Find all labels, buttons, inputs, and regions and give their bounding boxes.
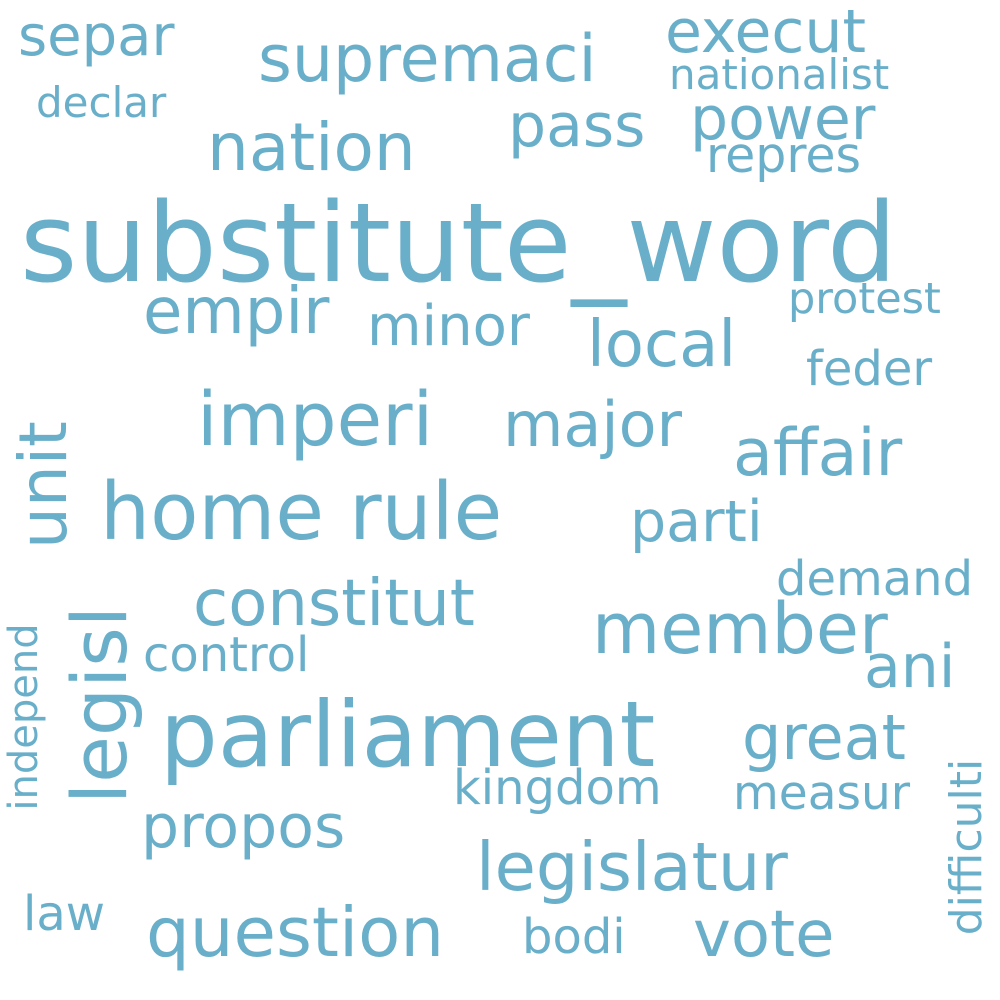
cloud-word-law: law xyxy=(23,886,106,942)
cloud-word-minor: minor xyxy=(367,294,530,359)
cloud-word-home-rule: home rule xyxy=(100,466,503,558)
cloud-word-major: major xyxy=(503,388,683,461)
cloud-word-demand: demand xyxy=(776,551,974,607)
cloud-word-nation: nation xyxy=(207,109,416,186)
cloud-word-vote: vote xyxy=(693,898,835,972)
cloud-word-ani: ani xyxy=(864,632,956,702)
cloud-word-affair: affair xyxy=(733,416,903,491)
cloud-word-pass: pass xyxy=(508,91,646,161)
cloud-word-member: member xyxy=(592,588,888,670)
cloud-word-execut: execut xyxy=(665,0,866,67)
cloud-word-legislatur: legislatur xyxy=(476,828,788,906)
cloud-word-control: control xyxy=(143,627,310,683)
cloud-word-substitute-word: substitute_word xyxy=(20,179,897,307)
cloud-word-kingdom: kingdom xyxy=(453,760,662,816)
cloud-word-independ: independ xyxy=(1,623,47,811)
cloud-word-empir: empir xyxy=(143,275,330,349)
cloud-word-parliament: parliament xyxy=(160,683,656,788)
cloud-word-protest: protest xyxy=(788,274,941,324)
cloud-word-parti: parti xyxy=(630,489,763,555)
cloud-word-declar: declar xyxy=(36,78,167,127)
cloud-word-nationalist: nationalist xyxy=(669,50,890,99)
cloud-word-difficulti: difficulti xyxy=(941,758,992,936)
cloud-word-repres: repres xyxy=(706,127,862,184)
cloud-word-local: local xyxy=(587,308,737,382)
cloud-word-measur: measur xyxy=(733,766,911,821)
cloud-word-question: question xyxy=(146,893,445,973)
cloud-word-legisl: legisl xyxy=(55,606,144,804)
cloud-word-great: great xyxy=(742,701,906,774)
cloud-word-supremaci: supremaci xyxy=(258,22,597,97)
cloud-word-constitut: constitut xyxy=(193,567,475,641)
cloud-word-feder: feder xyxy=(806,341,933,397)
cloud-word-unit: unit xyxy=(5,421,82,549)
cloud-word-separ: separ xyxy=(18,4,175,69)
cloud-word-bodi: bodi xyxy=(522,909,626,965)
cloud-word-propos: propos xyxy=(141,792,346,862)
cloud-word-imperi: imperi xyxy=(197,377,434,463)
cloud-word-power: power xyxy=(690,84,876,154)
